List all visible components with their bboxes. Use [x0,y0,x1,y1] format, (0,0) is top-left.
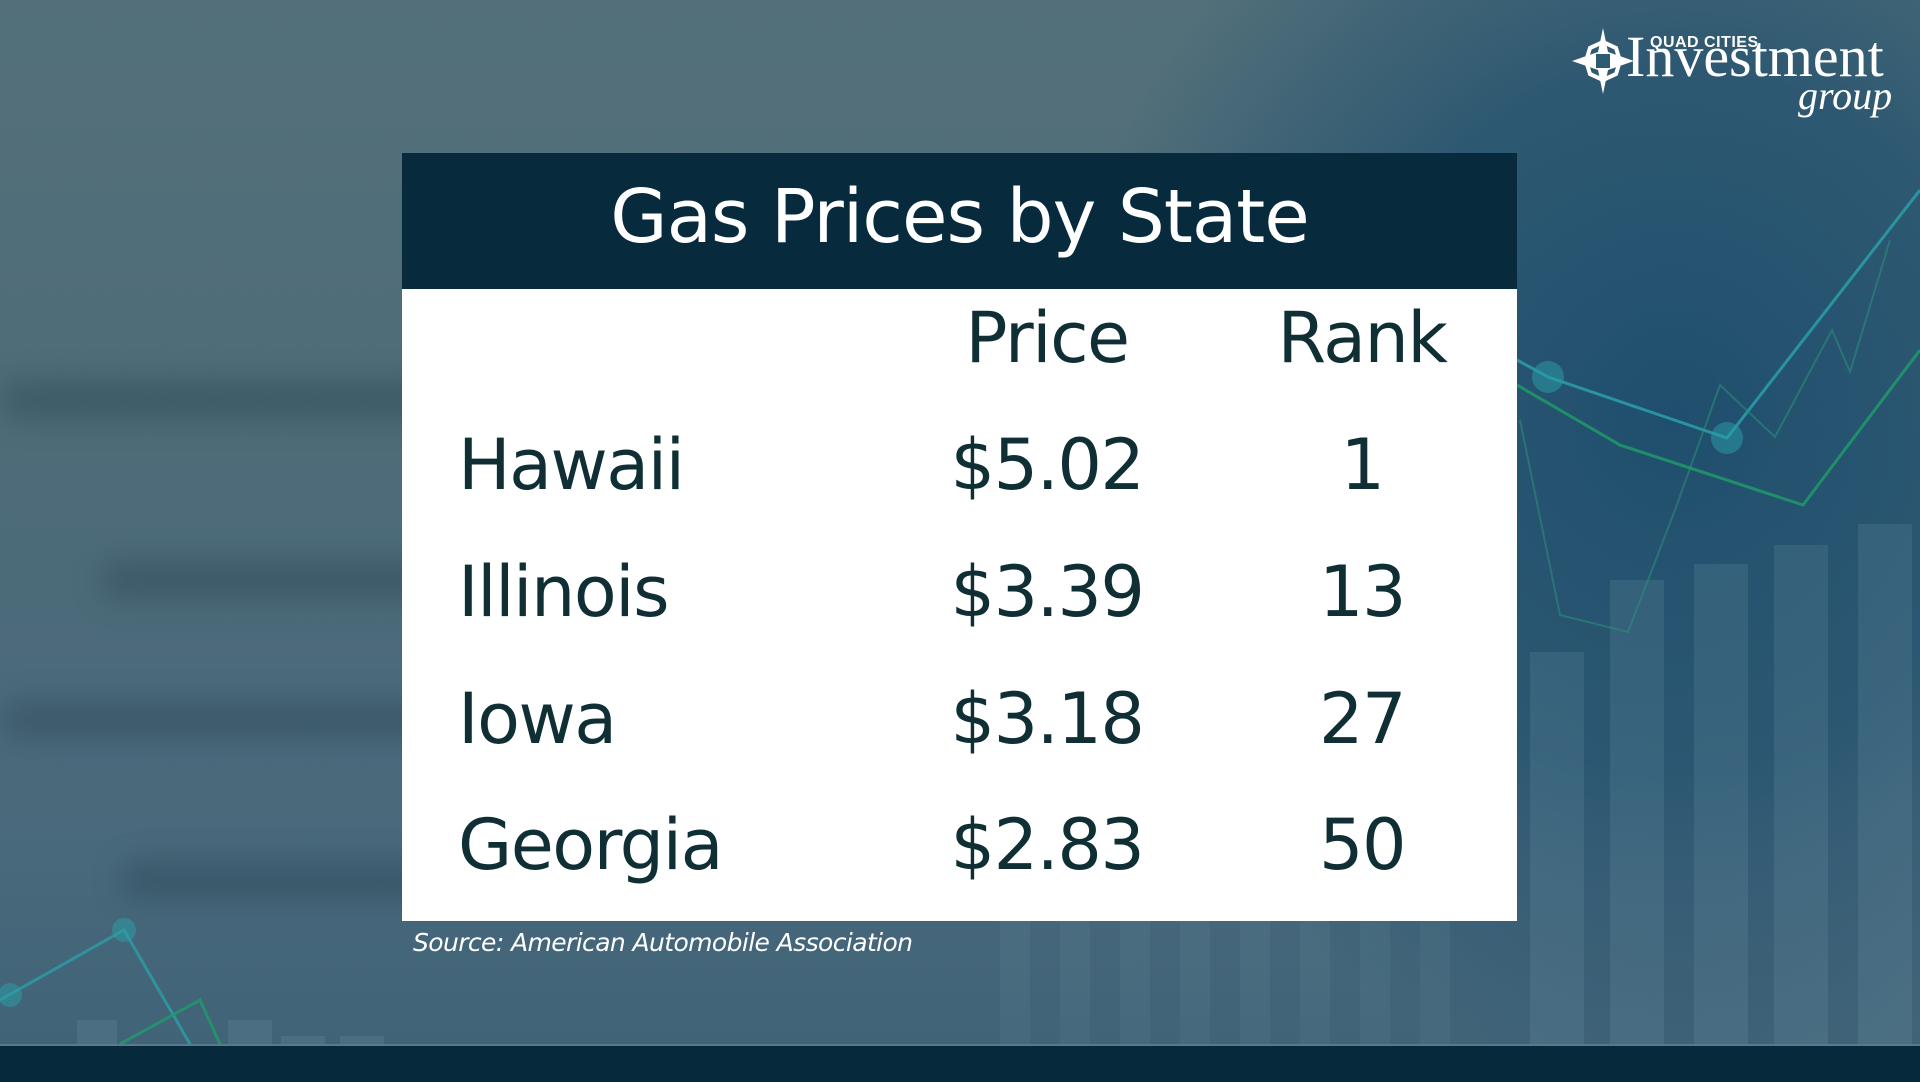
logo-line-group: group [1798,73,1893,118]
state-rank: 50 [1318,804,1407,886]
bottom-bar [0,1044,1920,1082]
company-logo: QUAD CITIES Investment group [1572,24,1912,120]
source-citation: Source: American Automobile Association [413,928,913,957]
table-title-bar: Gas Prices by State [402,153,1517,289]
state-price: $3.39 [950,551,1145,633]
logo-line-investment: Investment [1626,24,1884,89]
state-rank: 1 [1340,424,1385,506]
column-header-rank: Rank [1277,297,1448,379]
state-name: Georgia [458,804,723,886]
state-price: $2.83 [950,804,1145,886]
compass-star-icon [1572,28,1634,94]
state-name: Iowa [458,678,617,760]
state-rank: 27 [1318,678,1407,760]
background-chart-decoration [0,189,1920,1044]
state-name: Hawaii [458,424,685,506]
state-name: Illinois [458,551,670,633]
gas-prices-table: Gas Prices by State Price Rank Hawaii $5… [402,153,1517,921]
state-price: $3.18 [950,678,1145,760]
column-header-price: Price [965,297,1130,379]
state-rank: 13 [1318,551,1407,633]
logo-line-quad-cities: QUAD CITIES [1650,34,1759,51]
state-price: $5.02 [950,424,1145,506]
table-title: Gas Prices by State [610,174,1310,260]
